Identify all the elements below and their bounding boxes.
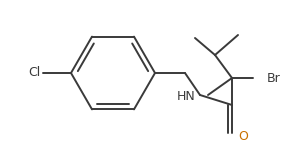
Text: Br: Br bbox=[267, 72, 281, 84]
Text: HN: HN bbox=[177, 90, 196, 104]
Text: O: O bbox=[238, 129, 248, 142]
Text: Cl: Cl bbox=[29, 66, 41, 80]
